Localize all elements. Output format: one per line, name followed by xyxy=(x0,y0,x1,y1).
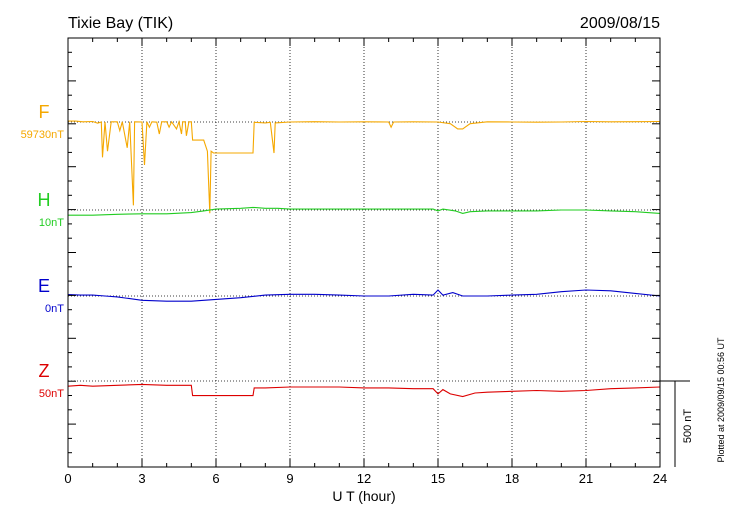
x-tick-label: 3 xyxy=(138,471,145,486)
series-baseline-f: 59730nT xyxy=(21,129,65,141)
scale-bar: 500 nT xyxy=(660,380,694,467)
series-line-f xyxy=(68,119,661,214)
series-name-f: F xyxy=(39,102,50,122)
plot-frame xyxy=(67,37,661,468)
date-label: 2009/08/15 xyxy=(580,15,660,32)
x-tick-label: 0 xyxy=(64,471,71,486)
series-labels: F 59730nT H 10nT E 0nT Z 50nT xyxy=(21,102,65,400)
series-name-e: E xyxy=(38,276,50,296)
x-tick-label: 21 xyxy=(579,471,593,486)
axis-ticks: 0 3 6 9 12 15 18 21 24 xyxy=(64,38,667,486)
series-baseline-h: 10nT xyxy=(39,217,64,229)
series-baseline-z: 50nT xyxy=(39,388,64,400)
station-title: Tixie Bay (TIK) xyxy=(68,15,173,32)
plotted-timestamp: Plotted at 2009/09/15 00:56 UT xyxy=(716,337,726,463)
series-line-e xyxy=(67,289,661,302)
series-line-z xyxy=(67,383,661,398)
series-group xyxy=(67,119,661,398)
series-baseline-e: 0nT xyxy=(45,303,64,315)
series-name-h: H xyxy=(38,190,51,210)
x-tick-label: 15 xyxy=(431,471,445,486)
scale-bar-label: 500 nT xyxy=(682,409,694,444)
x-tick-label: 24 xyxy=(653,471,667,486)
series-name-z: Z xyxy=(39,361,50,381)
series-line-h xyxy=(68,206,661,216)
x-tick-label: 18 xyxy=(505,471,519,486)
x-tick-label: 6 xyxy=(212,471,219,486)
x-axis-label: U T (hour) xyxy=(332,488,395,504)
grid-lines xyxy=(141,38,587,467)
x-tick-label: 9 xyxy=(286,471,293,486)
x-tick-label: 12 xyxy=(357,471,371,486)
